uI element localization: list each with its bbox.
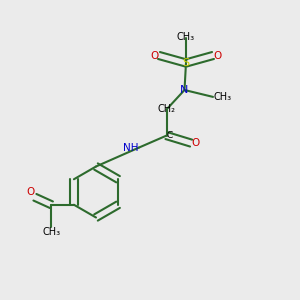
Text: O: O: [151, 50, 159, 61]
Text: C: C: [167, 131, 173, 140]
Text: O: O: [191, 138, 199, 148]
Text: O: O: [213, 50, 221, 61]
Text: O: O: [27, 187, 35, 197]
Text: N: N: [180, 85, 189, 95]
Text: CH₃: CH₃: [213, 92, 231, 102]
Text: S: S: [182, 58, 190, 68]
Text: CH₂: CH₂: [158, 104, 175, 115]
Text: NH: NH: [123, 142, 139, 153]
Text: CH₃: CH₃: [177, 32, 195, 43]
Text: CH₃: CH₃: [42, 227, 61, 237]
